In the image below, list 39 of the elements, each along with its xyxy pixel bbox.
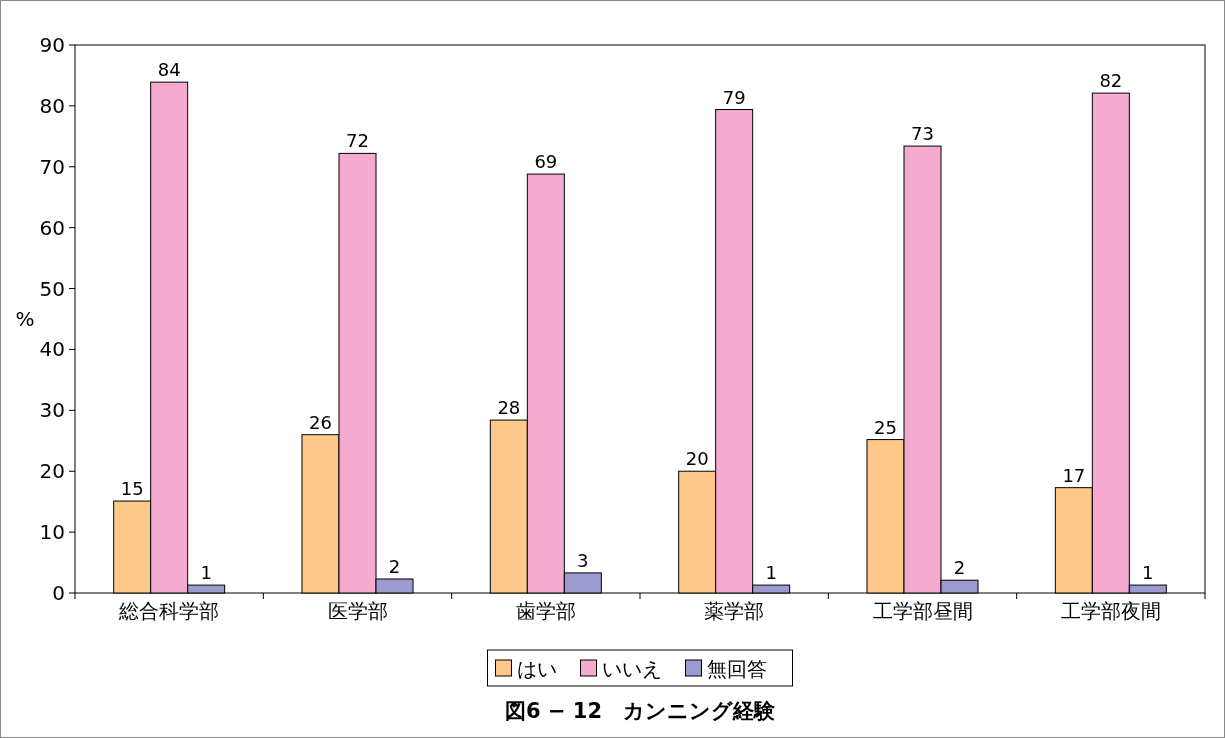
x-tick-label: 薬学部 <box>704 599 765 623</box>
data-label: 20 <box>685 448 709 470</box>
data-label: 72 <box>346 130 369 152</box>
data-label: 69 <box>534 151 558 173</box>
data-label: 82 <box>1099 70 1123 92</box>
data-label: 2 <box>388 556 401 577</box>
x-tick-label: 歯学部 <box>515 599 576 623</box>
data-label: 17 <box>1062 464 1086 486</box>
text: 図6 − 12 カンニング経験 <box>504 699 777 723</box>
data-label: 25 <box>874 416 897 438</box>
y-tick-label: 90 <box>39 33 65 57</box>
y-tick-label: 80 <box>39 93 65 118</box>
y-tick-label: 10 <box>39 520 65 545</box>
data-label: 84 <box>157 59 181 81</box>
data-label: 73 <box>911 123 934 145</box>
legend-label: いいえ <box>601 657 662 681</box>
x-tick-label: 工学部昼間 <box>872 599 973 623</box>
y-tick-label: 40 <box>39 337 65 362</box>
data-label: 1 <box>200 562 212 584</box>
data-label: 15 <box>120 478 144 500</box>
y-tick-label: 50 <box>39 276 65 301</box>
data-label: 79 <box>722 86 746 108</box>
data-label: 1 <box>1142 562 1154 584</box>
y-tick-label: 20 <box>39 459 65 484</box>
legend-label: 無回答 <box>706 657 767 681</box>
legend-label: はい <box>516 657 557 681</box>
y-tick-label: 30 <box>39 398 65 423</box>
data-label: 1 <box>765 562 777 584</box>
x-tick-label: 医学部 <box>327 599 388 623</box>
y-tick-label: 0 <box>52 581 65 605</box>
data-label: 2 <box>953 557 966 579</box>
x-tick-label: 工学部夜間 <box>1060 599 1161 623</box>
y-tick-label: 60 <box>39 215 65 240</box>
data-label: 3 <box>577 549 589 571</box>
x-tick-label: 総合科学部 <box>118 599 220 623</box>
y-tick-label: 70 <box>39 154 65 179</box>
data-label: 26 <box>309 411 332 433</box>
data-label: 28 <box>497 397 521 419</box>
y-axis-title: % <box>15 307 35 331</box>
